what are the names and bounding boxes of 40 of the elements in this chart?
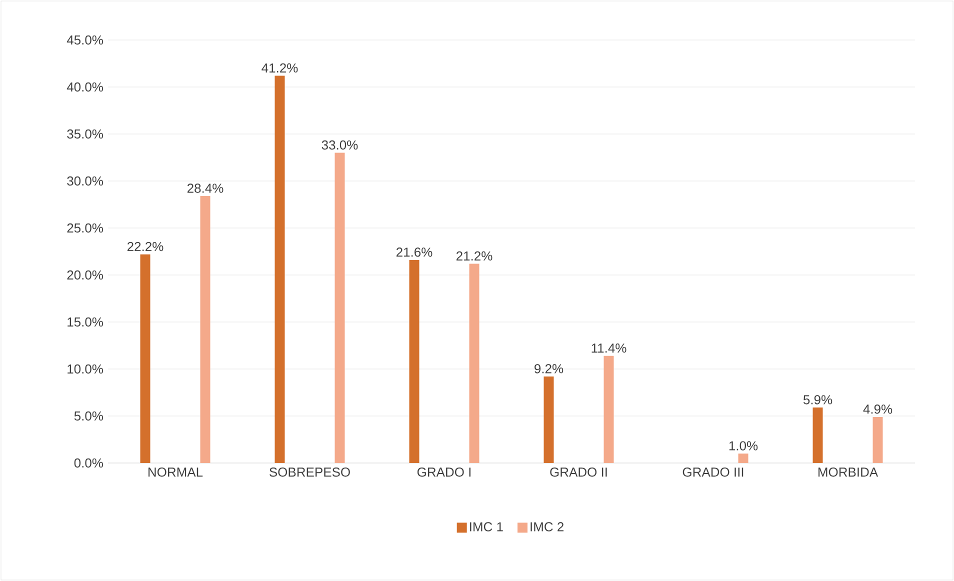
x-tick-label: SOBREPESO [270,468,350,477]
data-label: 22.2% [127,242,164,252]
data-label: 1.0% [729,441,758,450]
data-label: 21.6% [396,248,432,257]
bar [604,356,614,463]
bar [469,264,480,463]
y-tick-label: 35.0% [67,129,103,139]
data-label: 21.2% [456,251,492,261]
data-label: 9.2% [534,364,564,374]
y-tick-label: 10.0% [68,364,103,374]
bar [812,408,823,463]
y-tick-label: 25.0% [67,223,103,233]
bar [200,196,210,463]
bar [140,254,150,463]
x-tick-label: GRADO I [417,468,470,477]
data-label: 11.4% [592,344,626,353]
y-tick-label: 45.0% [66,35,103,45]
data-label: 5.9% [803,395,832,404]
x-tick-label: GRADO II [550,468,607,477]
y-tick-label: 0.0% [74,458,103,468]
legend-label: IMC 2 [530,522,564,532]
bar [334,152,345,463]
bar [872,416,883,463]
y-tick-label: 30.0% [67,176,103,186]
data-label: 41.2% [262,63,298,73]
bar [738,454,748,463]
y-tick-label: 40.0% [66,82,103,92]
y-tick-label: 15.0% [68,317,103,327]
legend-label: IMC 1 [470,522,503,532]
x-tick-label: NORMAL [148,468,203,477]
x-tick-label: GRADO III [682,468,744,477]
bar [409,260,420,463]
bar [274,76,285,463]
data-label: 28.4% [187,184,224,193]
bar [544,376,554,463]
data-label: 33.0% [322,140,358,150]
x-tick-label: MORBIDA [818,468,878,477]
y-tick-label: 20.0% [67,270,103,280]
data-label: 4.9% [863,404,892,414]
y-tick-label: 5.0% [74,411,103,421]
